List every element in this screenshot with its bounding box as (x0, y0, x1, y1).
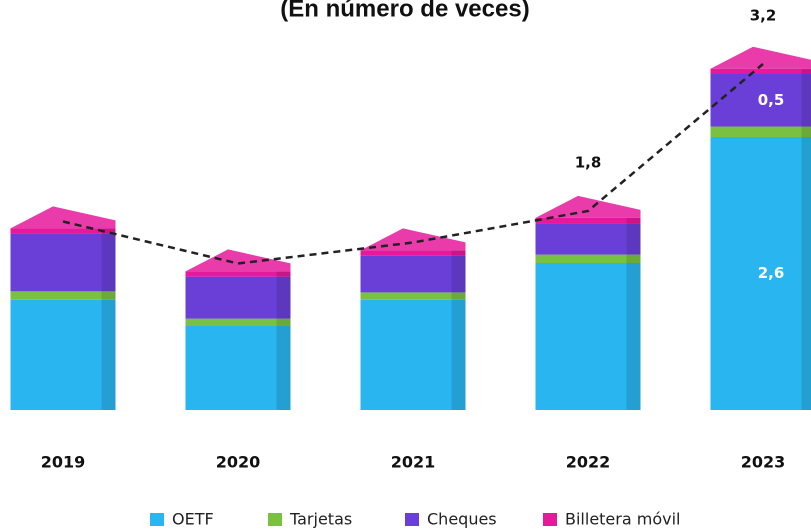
bar-segment (535, 217, 641, 224)
bar-segment (185, 276, 291, 319)
bar-segment (10, 228, 116, 234)
bar-shade (626, 254, 641, 263)
legend-label: Tarjetas (289, 510, 352, 529)
bar-segment (535, 254, 641, 263)
bar-shade (801, 68, 811, 74)
bar-segment (535, 263, 641, 410)
total-label: 3,2 (750, 7, 777, 25)
bar-segment (535, 223, 641, 255)
bar-segment (360, 255, 466, 293)
value-label: 0,5 (758, 91, 785, 109)
bar-shade (801, 137, 811, 410)
bar-shade (451, 255, 466, 293)
bar-shade (101, 299, 116, 410)
bar-segment (10, 291, 116, 300)
bar-shade (276, 276, 291, 319)
bar-shade (626, 217, 641, 224)
legend-swatch (405, 513, 419, 526)
chart-title: (En número de veces) (280, 0, 529, 22)
bar-shade (101, 291, 116, 300)
bar-shade (276, 271, 291, 277)
bar-shade (626, 263, 641, 410)
legend-swatch (268, 513, 282, 526)
bar-shade (276, 318, 291, 326)
bar-segment (10, 233, 116, 292)
bar-top (710, 46, 811, 69)
bar-shade (626, 223, 641, 255)
bar-top (10, 206, 116, 229)
bar-segment (710, 126, 811, 137)
bar-top (535, 195, 641, 218)
legend-swatch (150, 513, 164, 526)
x-tick-label: 2023 (741, 453, 786, 472)
legend-label: Billetera móvil (565, 510, 680, 529)
legend-label: Cheques (427, 510, 497, 529)
bar-segment (10, 299, 116, 410)
legend-label: OETF (172, 510, 214, 529)
bar-shade (276, 326, 291, 410)
bar-segment (185, 326, 291, 410)
x-tick-label: 2021 (391, 453, 436, 472)
bar-segment (710, 137, 811, 410)
bar-shade (451, 299, 466, 410)
bar-segment (360, 292, 466, 300)
bar-segment (185, 318, 291, 326)
bar-shade (451, 250, 466, 256)
bar-shade (801, 126, 811, 137)
bar-segment (360, 250, 466, 256)
x-tick-label: 2020 (216, 453, 261, 472)
bar-segment (185, 271, 291, 277)
bar-shade (101, 228, 116, 234)
bar-segment (710, 68, 811, 74)
x-tick-label: 2022 (566, 453, 611, 472)
bar-top (360, 228, 466, 251)
bar-top (185, 249, 291, 272)
bar-segment (710, 74, 811, 127)
bar-shade (801, 74, 811, 127)
legend-swatch (543, 513, 557, 526)
bar-shade (101, 233, 116, 292)
value-label: 2,6 (758, 264, 785, 282)
x-tick-label: 2019 (41, 453, 86, 472)
total-label: 1,8 (575, 154, 602, 172)
bar-shade (451, 292, 466, 300)
bar-segment (360, 299, 466, 410)
